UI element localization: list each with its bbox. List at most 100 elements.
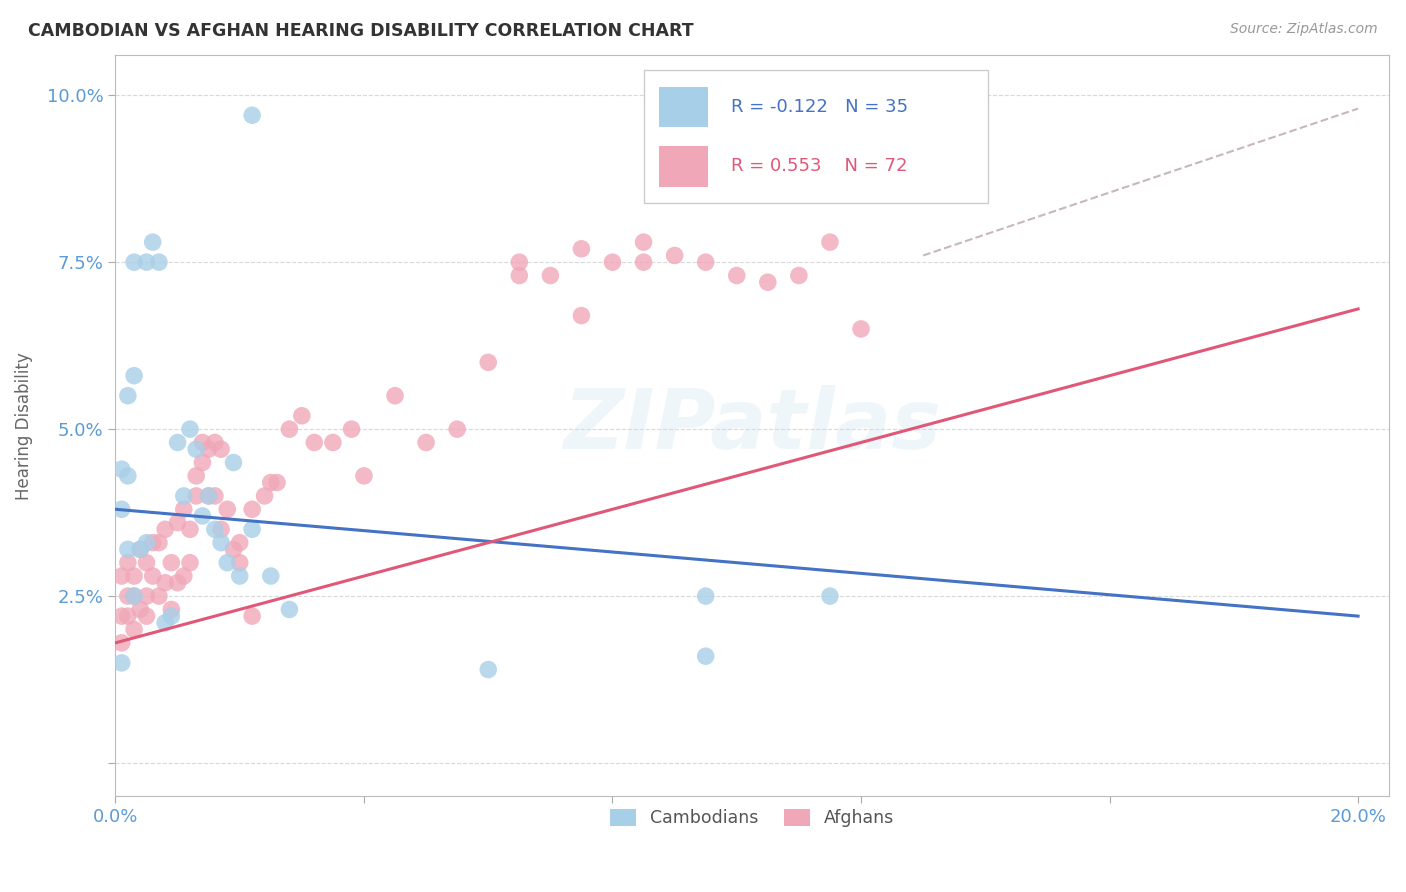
Point <box>204 522 226 536</box>
Point <box>135 255 157 269</box>
Point <box>818 235 841 249</box>
Point <box>135 589 157 603</box>
Point <box>166 435 188 450</box>
Point <box>122 368 145 383</box>
Point <box>222 456 245 470</box>
Point <box>278 602 301 616</box>
Point <box>122 569 145 583</box>
Point <box>571 309 593 323</box>
Point <box>415 435 437 450</box>
Point <box>695 649 717 664</box>
Point <box>508 268 530 283</box>
Point <box>538 268 561 283</box>
Point <box>197 489 219 503</box>
Point <box>122 623 145 637</box>
Point <box>633 255 655 269</box>
Point <box>240 609 263 624</box>
Point <box>186 468 208 483</box>
Point <box>633 235 655 249</box>
Point <box>818 589 841 603</box>
Point <box>135 535 157 549</box>
Point <box>142 235 165 249</box>
Point <box>148 589 170 603</box>
Point <box>117 556 139 570</box>
Point <box>204 435 226 450</box>
Text: R = 0.553    N = 72: R = 0.553 N = 72 <box>731 157 907 176</box>
Point <box>122 255 145 269</box>
Point <box>111 502 134 516</box>
Text: Source: ZipAtlas.com: Source: ZipAtlas.com <box>1230 22 1378 37</box>
Point <box>353 468 375 483</box>
Point <box>253 489 276 503</box>
Point <box>117 589 139 603</box>
Point <box>111 462 134 476</box>
Point <box>849 322 872 336</box>
Point <box>179 422 201 436</box>
Point <box>111 636 134 650</box>
Point <box>153 615 176 630</box>
Point <box>228 535 250 549</box>
Point <box>209 522 232 536</box>
Text: R = -0.122   N = 35: R = -0.122 N = 35 <box>731 98 908 116</box>
Y-axis label: Hearing Disability: Hearing Disability <box>15 352 32 500</box>
Point <box>122 589 145 603</box>
Point <box>217 502 239 516</box>
Text: CAMBODIAN VS AFGHAN HEARING DISABILITY CORRELATION CHART: CAMBODIAN VS AFGHAN HEARING DISABILITY C… <box>28 22 693 40</box>
Point <box>240 502 263 516</box>
Point <box>340 422 363 436</box>
Point <box>228 556 250 570</box>
Point <box>204 489 226 503</box>
Point <box>173 502 195 516</box>
Point <box>228 569 250 583</box>
Point <box>191 456 214 470</box>
Point <box>160 609 183 624</box>
Point <box>240 522 263 536</box>
Point <box>117 542 139 557</box>
Point <box>725 268 748 283</box>
Point <box>266 475 288 490</box>
Point <box>695 589 717 603</box>
Text: ZIPatlas: ZIPatlas <box>564 385 941 467</box>
Point <box>304 435 326 450</box>
Point <box>197 489 219 503</box>
FancyBboxPatch shape <box>644 70 988 203</box>
Point <box>384 389 406 403</box>
Point <box>135 556 157 570</box>
Point <box>664 248 686 262</box>
Point <box>291 409 314 423</box>
Point <box>166 516 188 530</box>
Point <box>179 556 201 570</box>
Point <box>148 535 170 549</box>
Point <box>142 569 165 583</box>
Point <box>260 475 283 490</box>
Point <box>153 575 176 590</box>
Point <box>186 442 208 457</box>
Point <box>117 609 139 624</box>
Point <box>135 609 157 624</box>
Point <box>173 569 195 583</box>
Point <box>222 542 245 557</box>
FancyBboxPatch shape <box>659 87 707 128</box>
Point <box>111 569 134 583</box>
Point <box>695 255 717 269</box>
Point <box>122 589 145 603</box>
Point <box>278 422 301 436</box>
Point <box>756 275 779 289</box>
Point <box>197 442 219 457</box>
Point <box>602 255 624 269</box>
Point <box>217 556 239 570</box>
Point <box>209 442 232 457</box>
Point <box>166 575 188 590</box>
Point <box>571 242 593 256</box>
Point <box>477 355 499 369</box>
Point <box>508 255 530 269</box>
Point <box>787 268 810 283</box>
Point <box>111 609 134 624</box>
Point <box>129 602 152 616</box>
Point <box>173 489 195 503</box>
Point <box>260 569 283 583</box>
Point <box>153 522 176 536</box>
Legend: Cambodians, Afghans: Cambodians, Afghans <box>602 800 903 836</box>
Point <box>160 602 183 616</box>
Point <box>160 556 183 570</box>
